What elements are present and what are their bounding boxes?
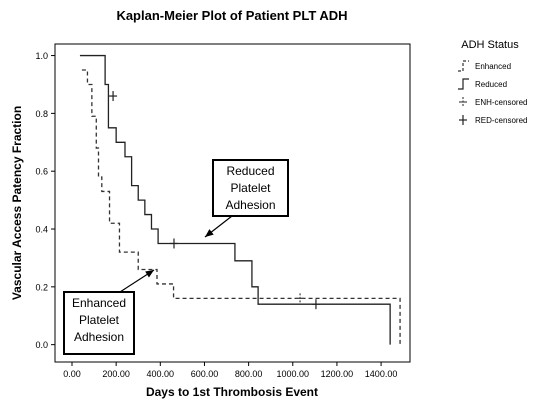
x-tick-label: 800.00 bbox=[235, 369, 263, 379]
censor-mark bbox=[169, 238, 178, 249]
y-tick-label: 0.2 bbox=[35, 282, 48, 292]
annotation-text: Adhesion bbox=[74, 330, 124, 344]
callout-arrowhead bbox=[145, 270, 154, 278]
legend-label: ENH-censored bbox=[475, 98, 527, 107]
x-tick-label: 1200.00 bbox=[321, 369, 354, 379]
plot-frame bbox=[54, 43, 411, 363]
censor-mark bbox=[109, 91, 118, 102]
annotation-text: Reduced bbox=[226, 164, 274, 178]
x-tick-label: 200.00 bbox=[102, 369, 130, 379]
y-tick-label: 0.4 bbox=[35, 225, 48, 235]
legend-title: ADH Status bbox=[461, 39, 519, 51]
y-axis-label: Vascular Access Patency Fraction bbox=[10, 106, 24, 300]
legend-icon bbox=[458, 60, 469, 72]
y-tick-label: 0.6 bbox=[35, 167, 48, 177]
legend-icon bbox=[458, 78, 469, 90]
x-tick-label: 1400.00 bbox=[365, 369, 398, 379]
survival-curve bbox=[81, 69, 401, 345]
legend-label: RED-censored bbox=[475, 116, 527, 125]
callout-arrowhead bbox=[205, 229, 214, 237]
x-tick-label: 0.00 bbox=[63, 369, 81, 379]
x-tick-label: 1000.00 bbox=[276, 369, 309, 379]
censor-mark bbox=[311, 299, 320, 310]
annotation-text: Adhesion bbox=[225, 198, 275, 212]
annotation-text: Enhanced bbox=[72, 296, 126, 310]
x-tick-label: 400.00 bbox=[147, 369, 175, 379]
callout-box bbox=[212, 159, 289, 217]
y-tick-label: 0.8 bbox=[35, 109, 48, 119]
annotation-text: Platelet bbox=[79, 313, 120, 327]
censor-mark bbox=[296, 293, 305, 304]
survival-curve bbox=[79, 54, 391, 345]
legend-label: Enhanced bbox=[475, 62, 511, 71]
legend-label: Reduced bbox=[475, 80, 507, 89]
chart-title: Kaplan-Meier Plot of Patient PLT ADH bbox=[116, 8, 347, 23]
annotation-text: Platelet bbox=[230, 181, 271, 195]
y-tick-label: 1.0 bbox=[35, 51, 48, 61]
x-axis-label: Days to 1st Thrombosis Event bbox=[146, 385, 318, 399]
y-tick-label: 0.0 bbox=[35, 340, 48, 350]
x-tick-label: 600.00 bbox=[191, 369, 219, 379]
callout-box bbox=[63, 291, 135, 355]
